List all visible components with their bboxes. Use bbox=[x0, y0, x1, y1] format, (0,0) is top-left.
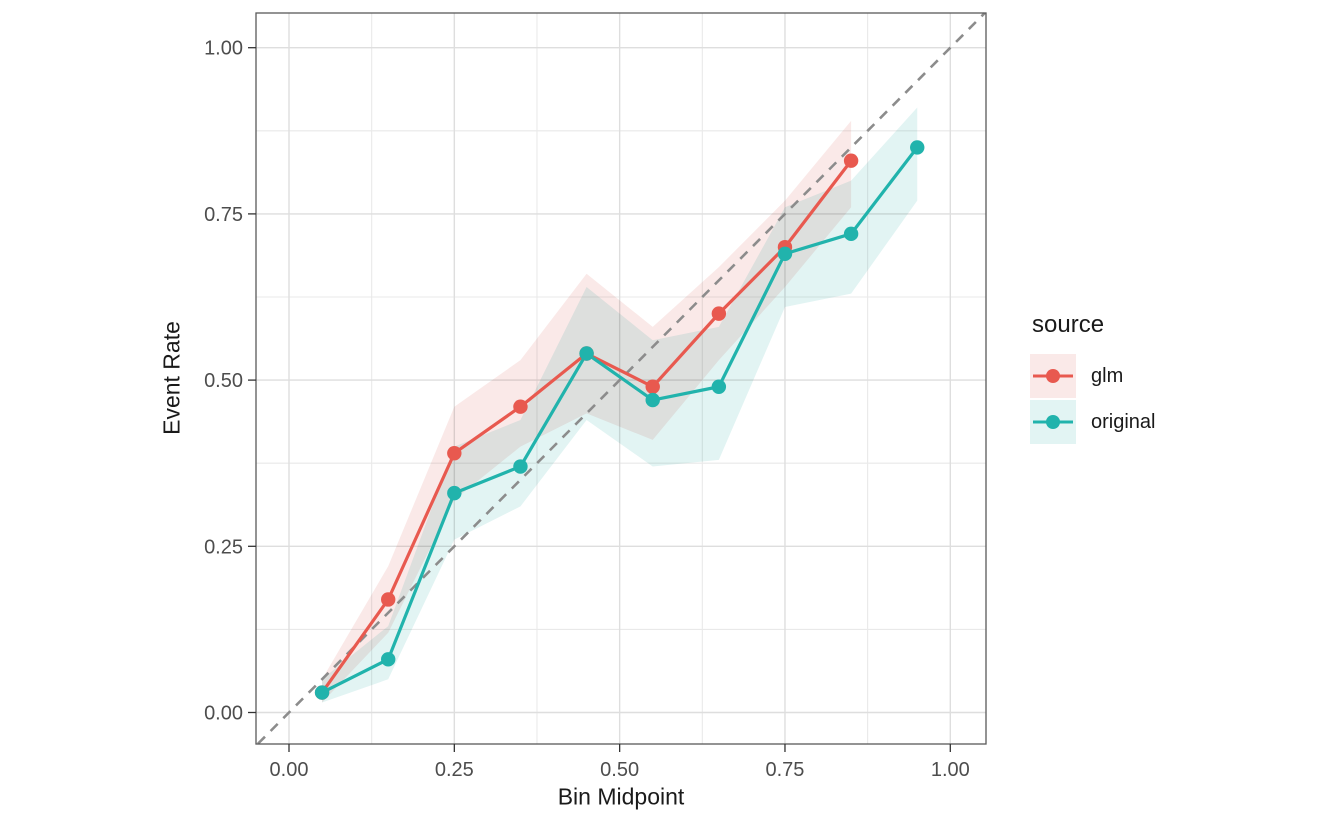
y-tick-label: 0.75 bbox=[204, 204, 243, 226]
data-point-glm bbox=[447, 446, 462, 461]
identity-reference-line bbox=[256, 12, 986, 745]
data-point-glm bbox=[513, 399, 528, 414]
y-tick-label: 0.25 bbox=[204, 536, 243, 558]
x-tick-label: 0.75 bbox=[766, 759, 805, 781]
legend: source glm original bbox=[1030, 311, 1155, 446]
legend-label-glm: glm bbox=[1091, 364, 1124, 387]
data-point-original bbox=[777, 246, 793, 261]
series-line-original bbox=[320, 145, 919, 695]
data-point-original bbox=[910, 140, 925, 155]
x-axis-title: Bin Midpoint bbox=[557, 783, 685, 810]
panel-border bbox=[255, 12, 987, 745]
glm-dot-swatch bbox=[1046, 369, 1060, 383]
x-tick-label: 0.00 bbox=[270, 759, 309, 781]
y-tick-label: 0.50 bbox=[204, 370, 243, 392]
data-point-original bbox=[380, 652, 396, 667]
legend-key-original-icon bbox=[1030, 400, 1076, 444]
data-point-glm bbox=[711, 306, 727, 321]
data-point-original bbox=[314, 685, 330, 700]
ribbon-original bbox=[322, 107, 918, 703]
legend-key-glm-icon bbox=[1030, 354, 1076, 398]
data-point-original bbox=[711, 379, 727, 394]
data-point-original bbox=[843, 226, 859, 242]
y-axis-title: Event Rate bbox=[158, 321, 185, 435]
y-tick-label: 0.00 bbox=[204, 703, 243, 725]
data-point-original bbox=[579, 346, 594, 361]
data-point-original bbox=[447, 485, 462, 501]
legend-item-original: original bbox=[1030, 400, 1155, 444]
x-tick-label: 0.25 bbox=[435, 759, 474, 781]
data-point-glm bbox=[380, 592, 396, 607]
legend-label-original: original bbox=[1091, 410, 1156, 433]
legend-title: source bbox=[1032, 311, 1105, 338]
x-tick-label: 1.00 bbox=[931, 759, 970, 781]
data-point-glm bbox=[645, 379, 660, 394]
x-tick-label: 0.50 bbox=[600, 759, 639, 781]
data-point-original bbox=[645, 392, 660, 408]
data-point-glm bbox=[843, 153, 859, 168]
data-point-original bbox=[513, 459, 528, 474]
y-tick-label: 1.00 bbox=[204, 38, 243, 60]
original-dot-swatch bbox=[1046, 415, 1060, 429]
legend-item-glm: glm bbox=[1030, 354, 1155, 398]
